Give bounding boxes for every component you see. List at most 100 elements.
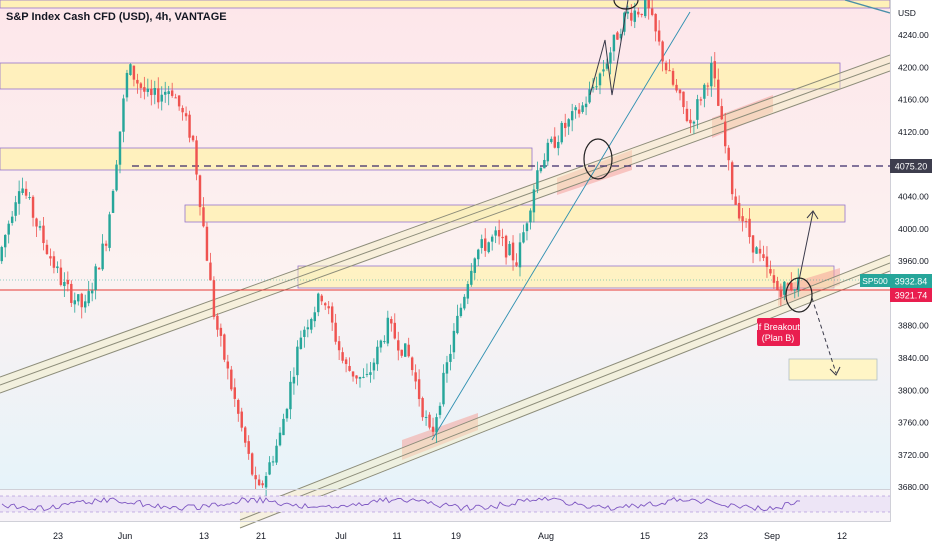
candle-body: [490, 236, 494, 242]
candle-body: [477, 249, 480, 260]
candle-body: [546, 142, 550, 162]
candle-body: [115, 164, 118, 191]
candle-body: [762, 254, 765, 259]
candle-body: [685, 108, 689, 121]
candle-body: [497, 230, 501, 237]
candle-body: [630, 12, 633, 21]
candle-body: [66, 279, 70, 285]
candle-body: [97, 267, 101, 270]
candle-body: [706, 85, 710, 87]
candle-body: [10, 216, 14, 223]
candle-body: [765, 256, 769, 268]
candle-body: [104, 243, 108, 246]
candle-body: [73, 300, 76, 305]
candle-body: [202, 207, 205, 227]
candle-body: [160, 94, 163, 102]
symbol-tag-bg: [860, 274, 890, 287]
candle-body: [522, 232, 525, 243]
candle-body: [393, 322, 396, 339]
candle-body: [755, 247, 758, 254]
marker-dashed-bg: [890, 159, 932, 173]
candle-body: [278, 432, 282, 446]
candle-body: [7, 223, 10, 235]
marker-red-bg: [890, 288, 932, 302]
price-tick-label: 4120.00: [898, 127, 929, 137]
candle-body: [296, 346, 299, 376]
candle-body: [730, 162, 734, 195]
candle-body: [459, 307, 463, 317]
candle-body: [772, 275, 776, 283]
candle-body: [244, 427, 247, 443]
candle-body: [692, 121, 696, 124]
time-tick-label: Jun: [118, 531, 133, 541]
candle-body: [167, 91, 170, 95]
candle-body: [177, 95, 181, 107]
candle-body: [640, 13, 643, 16]
candle-body: [410, 357, 414, 371]
candle-body: [744, 221, 748, 223]
candle-body: [376, 346, 379, 365]
zone-4080: [0, 147, 533, 171]
candle-body: [480, 239, 483, 248]
channels: [0, 54, 891, 529]
candle-body: [668, 70, 671, 72]
candle-body: [570, 111, 574, 121]
candle-body: [390, 319, 393, 324]
candle-body: [442, 372, 445, 405]
candle-body: [174, 97, 177, 99]
candle-body: [727, 147, 730, 161]
candle-body: [233, 387, 236, 399]
candle-body: [111, 190, 115, 213]
candle-body: [317, 293, 320, 313]
plan-b-annotation: If Breakout (Plan B): [756, 318, 800, 346]
candle-body: [511, 242, 515, 261]
candle-body: [633, 10, 636, 22]
candle-body: [80, 293, 83, 308]
candle-body: [94, 266, 97, 290]
price-axis-ticks: 4240.004200.004160.004120.004080.004040.…: [898, 30, 929, 492]
candle-body: [790, 282, 793, 290]
candle-body: [157, 88, 160, 103]
time-tick-label: 15: [640, 531, 650, 541]
candle-body: [602, 69, 605, 72]
candle-body: [205, 226, 209, 261]
candle-body: [195, 140, 198, 175]
candle-body: [136, 79, 139, 84]
candle-body: [456, 315, 459, 334]
candle-body: [45, 244, 49, 254]
candle-body: [14, 202, 17, 216]
candle-body: [431, 426, 435, 432]
candle-body: [657, 30, 661, 42]
candle-body: [494, 230, 497, 236]
candle-body: [417, 379, 421, 400]
marker-red: 3921.74: [895, 291, 928, 301]
candle-body: [588, 89, 591, 103]
candle-body: [87, 291, 90, 304]
candles: [0, 0, 800, 499]
candle-body: [463, 296, 466, 309]
candle-body: [386, 317, 390, 344]
circle-top: [613, 0, 639, 10]
candle-body: [407, 344, 410, 357]
candle-body: [553, 136, 556, 148]
candle-body: [146, 88, 150, 92]
candle-body: [42, 225, 45, 244]
candle-body: [779, 290, 783, 297]
price-tick-label: 3800.00: [898, 385, 929, 395]
candle-body: [327, 306, 330, 309]
candle-body: [125, 72, 129, 98]
candle-body: [525, 223, 529, 232]
candle-body: [348, 365, 351, 371]
candle-body: [344, 359, 348, 365]
candle-body: [108, 214, 111, 248]
candle-body: [0, 247, 3, 262]
candle-body: [292, 376, 296, 384]
candle-body: [452, 330, 456, 353]
rsi-line: [1, 496, 801, 512]
annotation-line2: (Plan B): [762, 333, 795, 343]
candle-body: [539, 167, 543, 172]
candle-body: [63, 281, 66, 287]
annotation-line1: If Breakout: [756, 322, 800, 332]
candle-body: [4, 235, 7, 248]
